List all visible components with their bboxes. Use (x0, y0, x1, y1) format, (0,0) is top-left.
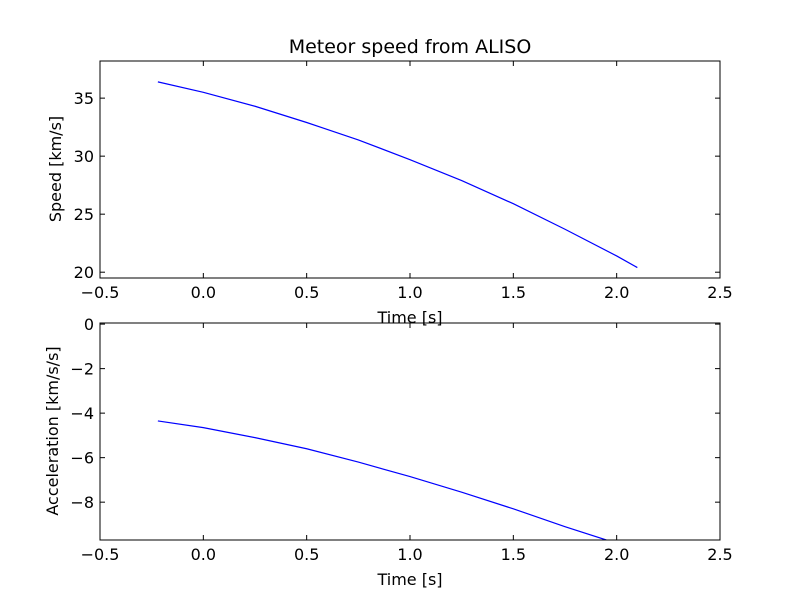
speed-marks: −0.5 0.0 0.5 1.0 1.5 2.0 2.5 20 25 30 35 (74, 61, 733, 302)
speed-y-tick-label: 25 (74, 205, 94, 224)
speed-x-tick-label: 0.0 (191, 283, 216, 302)
speed-y-tick-label: 30 (74, 147, 94, 166)
speed-x-tick-label: 0.5 (294, 283, 319, 302)
acceleration-x-tick-label: 0.0 (191, 545, 216, 564)
acceleration-y-tick-label: 0 (84, 315, 94, 334)
acceleration-marks: −0.5 0.0 0.5 1.0 1.5 2.0 2.5 0 −2 −4 −6 −8 (70, 315, 732, 564)
acceleration-x-tick-label: 2.5 (707, 545, 732, 564)
speed-series-line (157, 81, 638, 269)
speed-x-tick-label: 2.5 (707, 283, 732, 302)
acceleration-series-line (157, 420, 607, 540)
acceleration-subplot: Time [s] Acceleration [km/s/s] −0.5 0.0 0.… (43, 315, 733, 589)
acceleration-x-tick-label: 2.0 (604, 545, 629, 564)
speed-x-tick-label: 1.5 (501, 283, 526, 302)
speed-y-tick-label: 35 (74, 89, 94, 108)
acceleration-y-tick-label: −4 (70, 404, 94, 423)
speed-plot-frame (99, 60, 721, 279)
acceleration-x-tick-label: 1.5 (501, 545, 526, 564)
acceleration-x-tick-label: −0.5 (81, 545, 120, 564)
speed-x-axis-label: Time [s] (376, 308, 442, 327)
speed-x-tick-label: −0.5 (81, 283, 120, 302)
acceleration-x-tick-label: 1.0 (397, 545, 422, 564)
acceleration-y-axis-label: Acceleration [km/s/s] (43, 346, 62, 515)
speed-y-tick-label: 20 (74, 263, 94, 282)
acceleration-x-tick-label: 0.5 (294, 545, 319, 564)
speed-x-tick-label: 2.0 (604, 283, 629, 302)
speed-chart-title: Meteor speed from ALISO (289, 36, 532, 58)
acceleration-y-tick-label: −8 (70, 493, 94, 512)
acceleration-y-tick-label: −2 (70, 360, 94, 379)
acceleration-plot-frame (99, 322, 721, 541)
speed-y-axis-label: Speed [km/s] (46, 116, 65, 222)
speed-subplot: Meteor speed from ALISO Time [s] Speed [… (46, 36, 733, 327)
speed-x-tick-label: 1.0 (397, 283, 422, 302)
acceleration-y-tick-label: −6 (70, 449, 94, 468)
acceleration-x-axis-label: Time [s] (376, 570, 442, 589)
